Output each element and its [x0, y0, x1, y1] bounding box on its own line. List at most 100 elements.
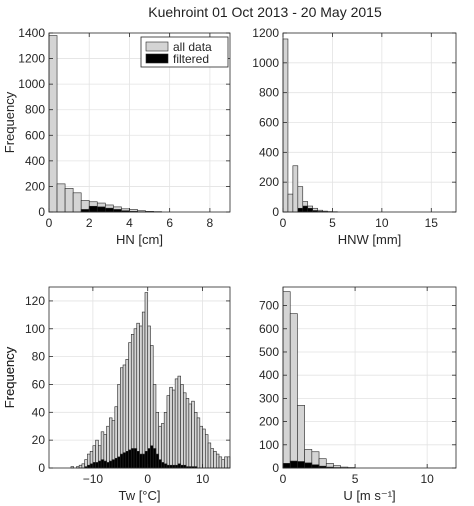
bar	[120, 453, 124, 469]
bar	[144, 292, 149, 469]
bar	[163, 463, 168, 469]
bar	[139, 453, 143, 469]
tick-label-y: 200	[259, 175, 279, 189]
bar	[120, 367, 124, 469]
bar	[282, 463, 291, 469]
bar	[166, 464, 170, 469]
bar	[289, 313, 298, 469]
bar	[96, 206, 106, 213]
tick-label-x: 5	[329, 216, 336, 230]
tick-label-x: 4	[126, 216, 133, 230]
legend-swatch	[145, 53, 169, 64]
bar	[117, 384, 121, 469]
bar	[87, 464, 91, 469]
bar	[297, 461, 305, 469]
bar	[150, 445, 154, 469]
axes-box	[282, 286, 457, 469]
bar	[155, 453, 159, 469]
bar	[183, 392, 187, 469]
bar	[282, 291, 291, 469]
bar	[136, 322, 140, 469]
bar	[105, 207, 114, 213]
tick-label-y: 700	[259, 299, 279, 313]
tick-label-y: 100	[25, 322, 45, 336]
bar	[292, 165, 299, 213]
bar	[282, 38, 289, 213]
bar	[169, 464, 173, 469]
bar	[302, 205, 309, 213]
tick-label-y: 400	[259, 145, 279, 159]
bar	[139, 325, 143, 469]
bar	[89, 463, 94, 469]
bar	[221, 459, 225, 469]
bar	[72, 192, 82, 213]
series-all-data	[282, 291, 356, 469]
x-axis-label: U [m s⁻¹]	[343, 488, 395, 503]
tick-label-y: 1400	[18, 26, 45, 40]
bar	[56, 183, 66, 213]
bar	[289, 460, 298, 469]
bar	[78, 464, 83, 469]
bar	[125, 450, 129, 469]
bar	[92, 462, 96, 469]
bar	[133, 328, 138, 469]
bar	[174, 464, 179, 469]
bar	[172, 389, 176, 469]
tick-label-y: 120	[25, 294, 45, 308]
tick-label-x: 8	[207, 216, 214, 230]
bar	[180, 384, 184, 469]
bar	[188, 403, 192, 469]
bar	[169, 386, 173, 469]
tick-label-y: 400	[25, 154, 45, 168]
tick-label-y: 0	[38, 205, 45, 219]
bar	[128, 342, 132, 469]
tick-label-x: 15	[425, 216, 439, 230]
bar	[194, 412, 198, 469]
x-axis-label: HN [cm]	[116, 232, 163, 247]
bar	[95, 462, 99, 469]
bar	[133, 448, 138, 469]
tick-label-y: 1200	[252, 26, 279, 40]
bar	[152, 448, 157, 469]
legend-swatch	[145, 41, 169, 52]
bar	[174, 378, 179, 469]
bar	[128, 449, 132, 469]
y-axis-label: Frequency	[2, 346, 17, 408]
bar	[196, 417, 201, 469]
axes-box	[48, 32, 231, 213]
bar	[177, 463, 181, 469]
bar	[307, 207, 313, 213]
bar	[215, 453, 220, 469]
legend-entry: all data	[173, 40, 212, 54]
legend-entry: filtered	[173, 52, 209, 66]
bar	[161, 423, 165, 469]
tick-label-y: 0	[272, 461, 279, 475]
y-axis-label: Frequency	[2, 346, 17, 408]
bar	[109, 460, 113, 469]
tick-label-y: 400	[259, 368, 279, 382]
tick-label-x: 10	[196, 472, 210, 486]
bar	[185, 398, 190, 469]
tick-label-x: 10	[420, 472, 434, 486]
plot-area	[283, 287, 456, 468]
bar	[226, 456, 231, 469]
bar	[117, 456, 121, 469]
tick-label-x: 6	[166, 216, 173, 230]
tick-label-y: 800	[25, 103, 45, 117]
tick-label-x: 0	[46, 216, 53, 230]
axes-box	[48, 286, 231, 469]
x-axis-label: Tw [°C]	[118, 488, 160, 503]
tick-label-y: 600	[259, 322, 279, 336]
panel-3: 0 20 40 60 80 100 120 −10 0 10 Tw [°C] Frequency	[2, 286, 231, 503]
tick-label-y: 800	[259, 86, 279, 100]
tick-label-y: 0	[272, 205, 279, 219]
bar	[287, 193, 294, 213]
tick-label-y: 1000	[18, 77, 45, 91]
bar	[111, 459, 116, 469]
tick-label-y: 500	[259, 345, 279, 359]
bar	[141, 453, 146, 469]
bar	[199, 425, 203, 469]
bar	[114, 457, 118, 469]
